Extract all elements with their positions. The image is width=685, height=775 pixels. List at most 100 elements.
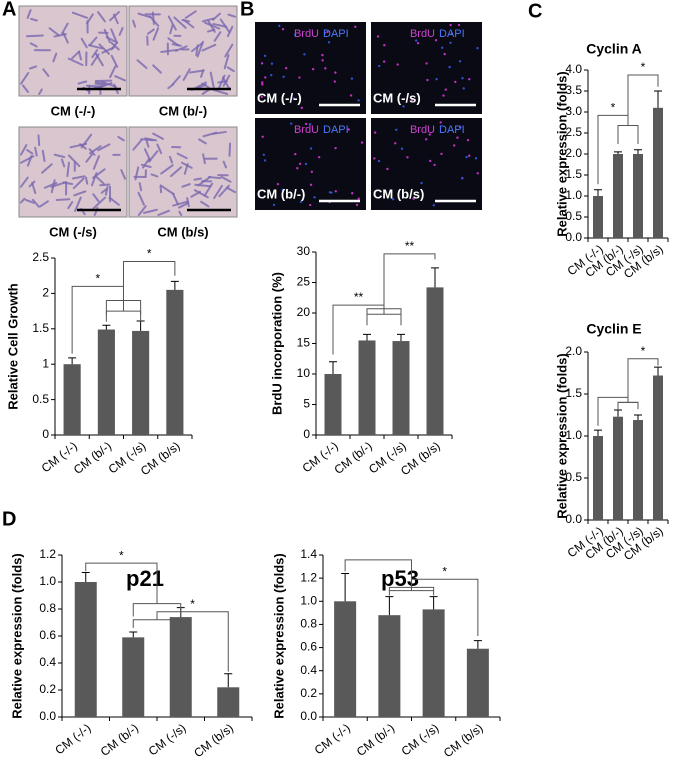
nucleus bbox=[312, 68, 314, 70]
nucleus bbox=[321, 54, 323, 56]
x-tick-label: CM (b/-) bbox=[98, 721, 141, 759]
error-bar bbox=[129, 632, 137, 637]
nucleus bbox=[285, 67, 287, 69]
error-bar bbox=[102, 325, 110, 329]
nucleus bbox=[357, 99, 359, 101]
nucleus bbox=[299, 163, 301, 165]
y-tick-label: 0.5 bbox=[32, 392, 49, 406]
nucleus bbox=[420, 182, 422, 184]
significance-label: * bbox=[190, 597, 195, 611]
cell bbox=[196, 45, 197, 55]
error-bar bbox=[385, 597, 393, 616]
nucleus bbox=[321, 59, 323, 61]
nucleus bbox=[334, 80, 336, 82]
nucleus bbox=[449, 42, 451, 44]
nucleus bbox=[282, 76, 284, 78]
y-tick-label: 0.4 bbox=[39, 655, 56, 669]
y-tick-label: 0.5 bbox=[565, 470, 582, 484]
cell bbox=[229, 144, 230, 156]
nucleus bbox=[463, 87, 465, 89]
y-axis-label: Relative Cell Growth bbox=[5, 283, 20, 409]
chart-title: Cyclin A bbox=[586, 41, 642, 57]
nucleus bbox=[374, 131, 376, 133]
y-tick-label: 0.8 bbox=[39, 601, 56, 615]
y-tick-label: 0.4 bbox=[300, 663, 317, 677]
bar bbox=[613, 417, 623, 520]
cell bbox=[38, 135, 39, 145]
y-tick-label: 0 bbox=[42, 427, 49, 441]
image-caption: CM (-/-) bbox=[51, 103, 96, 118]
y-tick-label: 10 bbox=[297, 366, 311, 380]
nucleus bbox=[282, 28, 284, 30]
nucleus bbox=[378, 160, 380, 162]
nucleus bbox=[270, 74, 272, 76]
y-tick-label: 1.5 bbox=[32, 321, 49, 335]
nucleus bbox=[290, 122, 292, 124]
x-tick-label: CM (b/s) bbox=[441, 721, 486, 760]
panel-label: B bbox=[240, 0, 254, 20]
nucleus bbox=[417, 42, 419, 44]
image-caption: CM (b/-) bbox=[159, 103, 207, 118]
nucleus bbox=[296, 167, 298, 169]
chart-title: p21 bbox=[126, 566, 164, 591]
nucleus bbox=[468, 155, 470, 157]
nucleus bbox=[477, 172, 479, 174]
y-tick-label: 0.6 bbox=[39, 628, 56, 642]
y-tick-label: 25 bbox=[297, 275, 311, 289]
nucleus bbox=[334, 71, 336, 73]
nucleus bbox=[298, 76, 300, 78]
cell bbox=[100, 185, 109, 186]
nucleus bbox=[261, 136, 263, 138]
y-tick-label: 1.2 bbox=[300, 570, 317, 584]
nucleus bbox=[448, 66, 450, 68]
nucleus bbox=[402, 105, 404, 107]
nucleus bbox=[435, 78, 437, 80]
y-tick-label: 1.0 bbox=[300, 593, 317, 607]
nucleus bbox=[373, 157, 375, 159]
nucleus bbox=[264, 55, 266, 57]
nucleus bbox=[273, 204, 275, 206]
image-caption: CM (b/s) bbox=[157, 224, 208, 239]
nucleus bbox=[425, 138, 427, 140]
cell bbox=[141, 139, 153, 140]
nucleus bbox=[397, 63, 399, 65]
y-tick-label: 2.0 bbox=[565, 344, 582, 358]
cell bbox=[57, 199, 69, 200]
bar bbox=[132, 331, 149, 435]
nucleus bbox=[378, 65, 380, 67]
nucleus bbox=[334, 147, 336, 149]
y-tick-label: 1.2 bbox=[39, 547, 56, 561]
y-tick-label: 1.0 bbox=[565, 428, 582, 442]
y-axis-label: Relative expression (folds) bbox=[9, 553, 24, 718]
y-tick-label: 0.6 bbox=[300, 640, 317, 654]
y-tick-label: 3.0 bbox=[565, 104, 582, 118]
bar bbox=[467, 649, 489, 717]
nucleus bbox=[311, 171, 313, 173]
x-tick-label: CM (b/-) bbox=[332, 439, 375, 477]
y-tick-label: 0.0 bbox=[300, 709, 317, 723]
nucleus bbox=[356, 204, 358, 206]
bar bbox=[653, 376, 663, 520]
nucleus bbox=[425, 62, 427, 64]
image-caption: CM (-/s) bbox=[49, 224, 97, 239]
nucleus bbox=[429, 160, 431, 162]
y-tick-label: 0.0 bbox=[565, 230, 582, 244]
nucleus bbox=[395, 129, 397, 131]
nucleus bbox=[328, 41, 330, 43]
y-tick-label: 1.5 bbox=[565, 167, 582, 181]
nucleus bbox=[358, 197, 360, 199]
significance-label: * bbox=[641, 344, 646, 358]
stain-label: BrdU bbox=[410, 28, 435, 40]
nucleus bbox=[261, 62, 263, 64]
nucleus bbox=[350, 94, 352, 96]
error-bar bbox=[171, 281, 179, 289]
error-bar bbox=[614, 152, 622, 154]
nucleus bbox=[301, 107, 303, 109]
nucleus bbox=[264, 159, 266, 161]
y-tick-label: 1.0 bbox=[39, 574, 56, 588]
y-tick-label: 4.0 bbox=[565, 62, 582, 76]
image-caption: CM (-/-) bbox=[257, 90, 302, 105]
error-bar bbox=[329, 362, 337, 374]
significance-label: ** bbox=[405, 239, 415, 253]
